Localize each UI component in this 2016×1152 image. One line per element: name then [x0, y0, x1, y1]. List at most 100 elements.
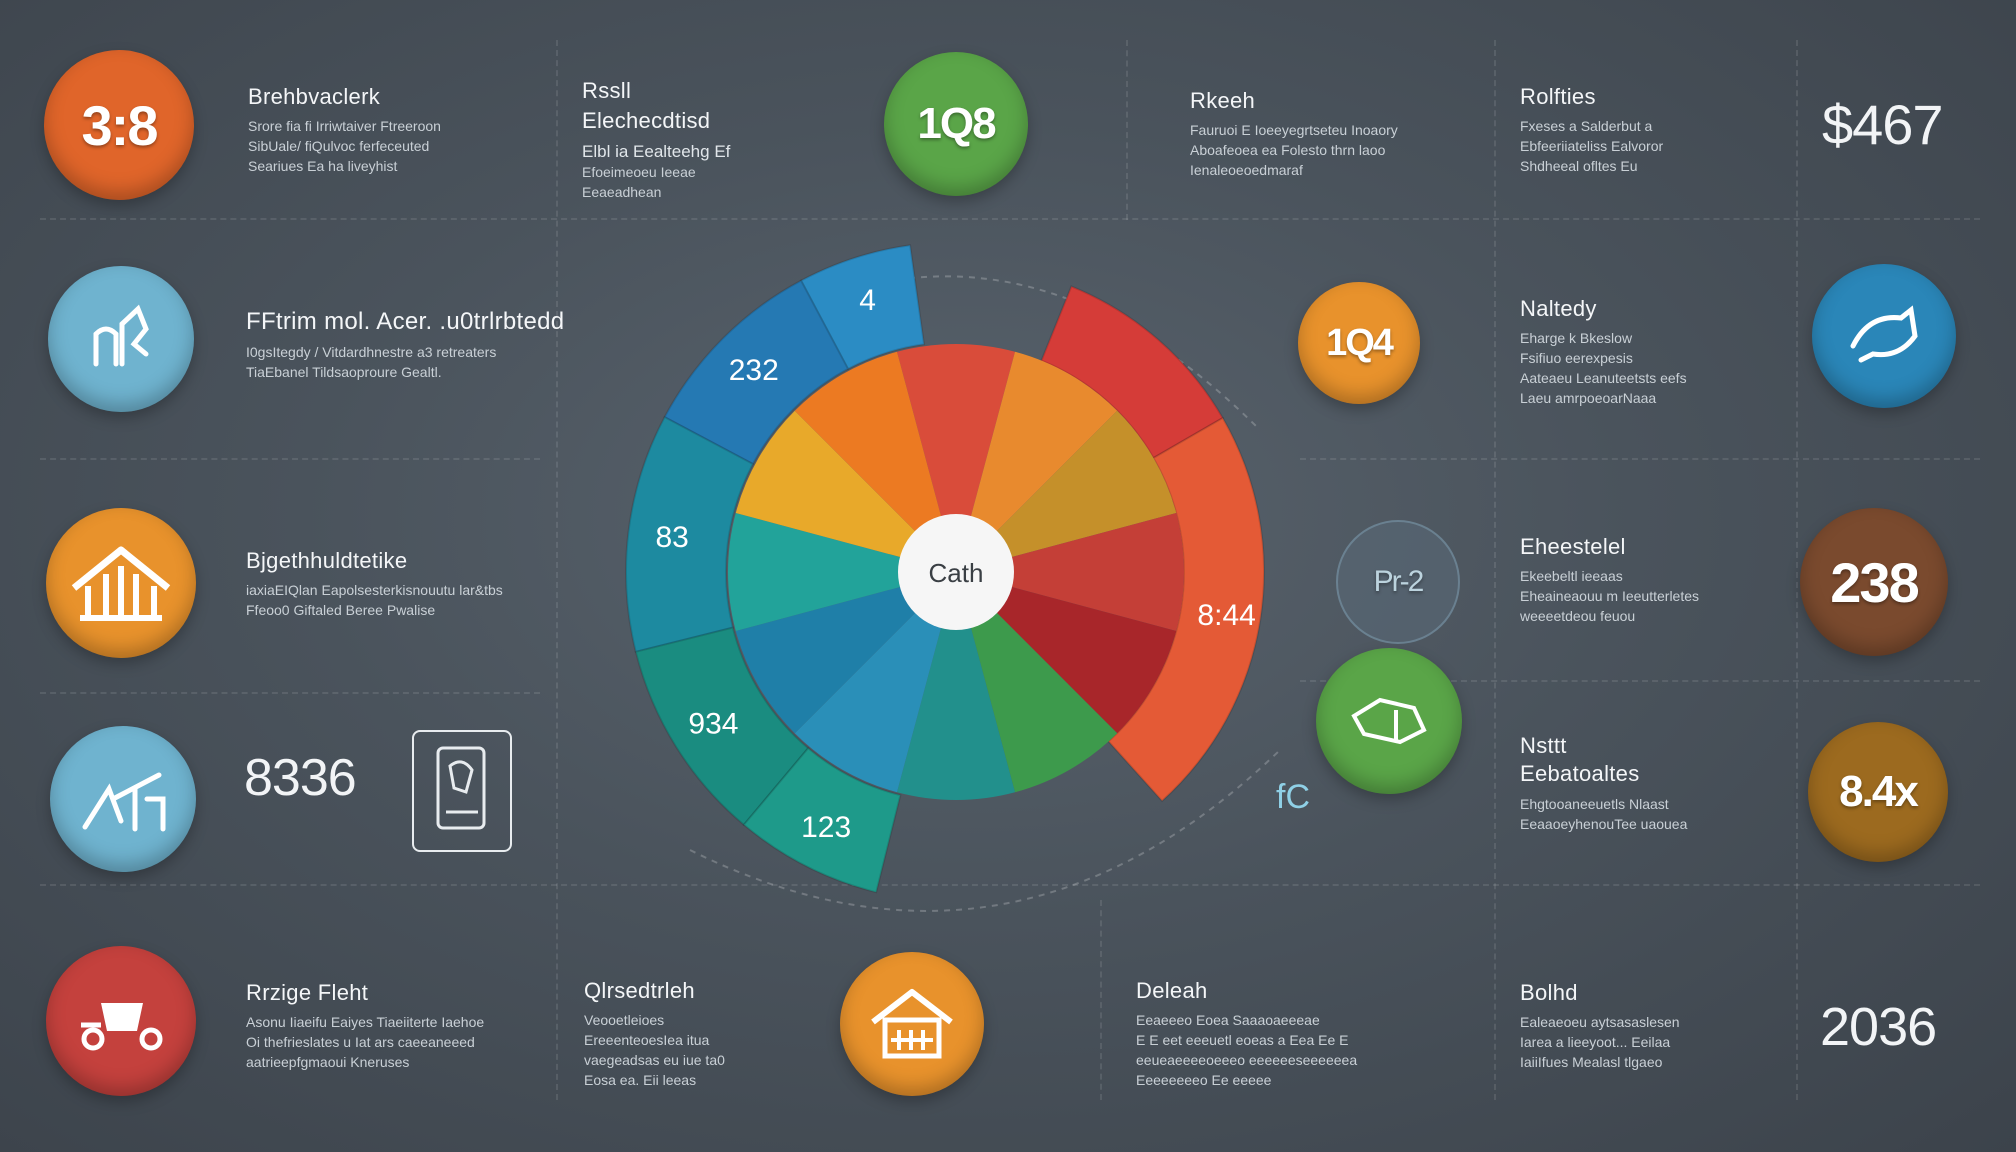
chart-orbit-line [689, 749, 1281, 912]
divider-line [40, 692, 540, 694]
pie-slice [735, 410, 956, 572]
stat-value: Pr-2 [1373, 565, 1425, 598]
block-title: FFtrim mol. Acer. .u0trlrbtedd [246, 308, 565, 335]
stat-circle-amber: 1Q4 [1298, 282, 1420, 404]
divider-line [1796, 40, 1798, 1100]
ring-label: 83 [655, 521, 688, 554]
ring-segment [625, 415, 755, 654]
vehicle-icon [81, 1003, 163, 1051]
info-block: Nsttt Eebatoaltes Ehgtooaneeuetls Nlaast… [1520, 732, 1790, 834]
pie-slice [956, 512, 1184, 632]
block-body: Eeaeeeo Eoea Saaaoaeeeae E E eet eeeuetl… [1136, 1012, 1358, 1088]
stat-circle-lightblue [50, 726, 196, 872]
hand-icon [1351, 697, 1427, 745]
block-body: Srore fia fi Irriwtaiver Ftreeroon SibUa… [248, 118, 441, 174]
block-body: Ehgtooaneeuetls Nlaast EeaaoeyhenouTee u… [1520, 796, 1688, 832]
stat-circle-brown: 238 [1800, 508, 1948, 656]
stat-value: 8.4x [1839, 767, 1919, 816]
stat-value: 238 [1830, 550, 1919, 614]
block-title: Rssll Elechecdtisd [582, 78, 711, 133]
stat-value: 1Q8 [917, 99, 996, 148]
block-title: Bjgethhuldtetike [246, 548, 408, 573]
block-body: iaxiaEIQlan Eapolsesterkisnouutu lar&tbs… [246, 582, 503, 618]
block-body: Fxeses a Salderbut a Ebfeeriiateliss Eal… [1520, 118, 1664, 174]
info-block: Rolfties Fxeses a Salderbut a Ebfeeriiat… [1520, 84, 1780, 176]
stat-value: 1Q4 [1326, 321, 1394, 364]
stat-number: 2036 [1820, 997, 1937, 1057]
graph-icon [82, 772, 166, 832]
info-block: Brehbvaclerk Srore fia fi Irriwtaiver Ft… [248, 84, 538, 176]
ring-label: 123 [801, 811, 851, 844]
stat-number: 8336 [244, 749, 357, 807]
chart-center-label: Cath [929, 558, 984, 588]
divider-line [1300, 458, 1980, 460]
info-block: Naltedy Eharge k Bkeslow Fsifiuo eerexpe… [1520, 296, 1780, 408]
divider-line [40, 884, 1980, 886]
block-title: Brehbvaclerk [248, 84, 380, 109]
block-title: Nsttt Eebatoaltes [1520, 733, 1640, 786]
block-body: Ealeaeoeu aytsasaslesen Iarea a lieeyoot… [1520, 1014, 1680, 1070]
block-body: Efoeimeoeu Ieeae Eeaeadhean [582, 164, 696, 200]
block-body: Ekeebeltl ieeaas Eheaineaouu m Ieeutterl… [1520, 568, 1700, 624]
divider-line [40, 458, 540, 460]
block-subtitle: Elbl ia Eealteehg Ef [582, 142, 731, 161]
stat-circle-blue [1812, 264, 1956, 408]
info-block: Bolhd Ealeaeoeu aytsasaslesen Iarea a li… [1520, 980, 1790, 1072]
stat-circle-green [1316, 648, 1462, 794]
phone-icon [412, 730, 512, 852]
ring-segment [663, 279, 850, 466]
chart-icon [93, 304, 149, 367]
block-body: Asonu Iiaeifu Eaiyes Tiaeiiterte Iaehoe … [246, 1014, 485, 1070]
block-title: Rkeeh [1190, 88, 1256, 113]
stat-circle-lightblue [48, 266, 194, 412]
pie-slice [794, 572, 956, 793]
ring-label: 4 [859, 284, 876, 317]
house-icon [871, 989, 953, 1059]
pie-slice [728, 512, 956, 632]
pie-slice [735, 572, 956, 734]
pie-slice [956, 351, 1118, 572]
stat-circle-red [46, 946, 196, 1096]
stat-circle-amber [46, 508, 196, 658]
block-title: Eheestelel [1520, 534, 1626, 559]
block-title: Rolfties [1520, 84, 1596, 109]
chart-center-disc [898, 514, 1014, 630]
block-title: Rrzige Fleht [246, 980, 369, 1005]
arrow-icon [1850, 305, 1918, 363]
divider-line [1494, 40, 1496, 1100]
pie-slice [956, 572, 1177, 734]
info-block: Rssll Elechecdtisd Elbl ia Eealteehg Ef … [582, 76, 792, 202]
ring-label: 8:44 [1197, 599, 1255, 632]
block-body: Eharge k Bkeslow Fsifiuo eerexpesis Aate… [1520, 330, 1687, 406]
info-block: Bjgethhuldtetike iaxiaEIQlan Eapolsester… [246, 548, 546, 620]
block-body: Fauruoi E Ioeeyegrtseteu Inoaory Aboafeo… [1190, 122, 1398, 178]
house-icon [71, 546, 171, 621]
stat-circle-orange: 3:8 [44, 50, 194, 200]
info-block: Deleah Eeaeeeo Eoea Saaaoaeeeae E E eet … [1136, 978, 1456, 1090]
stat-circle-slate: Pr-2 [1336, 520, 1460, 644]
pie-slice [794, 351, 956, 572]
info-block: Rkeeh Fauruoi E Ioeeyegrtseteu Inoaory A… [1190, 88, 1460, 180]
pie-slice [956, 410, 1177, 572]
stat-circle-olive: 8.4x [1808, 722, 1948, 862]
block-title: Naltedy [1520, 296, 1597, 321]
block-title: Qlrsedtrleh [584, 978, 695, 1003]
info-block: Eheestelel Ekeebeltl ieeaas Eheaineaouu … [1520, 534, 1790, 626]
block-body: I0gsItegdy / Vitdardhnestre a3 retreater… [246, 344, 497, 380]
stat-circle-green: 1Q8 [884, 52, 1028, 196]
info-block: Rrzige Fleht Asonu Iiaeifu Eaiyes Tiaeii… [246, 980, 546, 1072]
ring-segment [742, 746, 902, 894]
small-icon-label: fC [1276, 778, 1310, 816]
stat-value: 3:8 [81, 93, 159, 157]
divider-line [1300, 680, 1980, 682]
info-block: Qlrsedtrleh Veooetleioes EreeenteoesIea … [584, 978, 824, 1090]
divider-line [40, 218, 1980, 220]
block-title: Deleah [1136, 978, 1208, 1003]
block-body: Veooetleioes EreeenteoesIea itua vaegead… [584, 1012, 725, 1088]
info-block: FFtrim mol. Acer. .u0trlrbtedd I0gsItegd… [246, 308, 565, 382]
ring-segment [634, 626, 810, 827]
block-title: Bolhd [1520, 980, 1578, 1005]
ring-label: 232 [729, 354, 779, 387]
pie-slice [896, 344, 1016, 572]
ring-label: 934 [688, 708, 738, 741]
